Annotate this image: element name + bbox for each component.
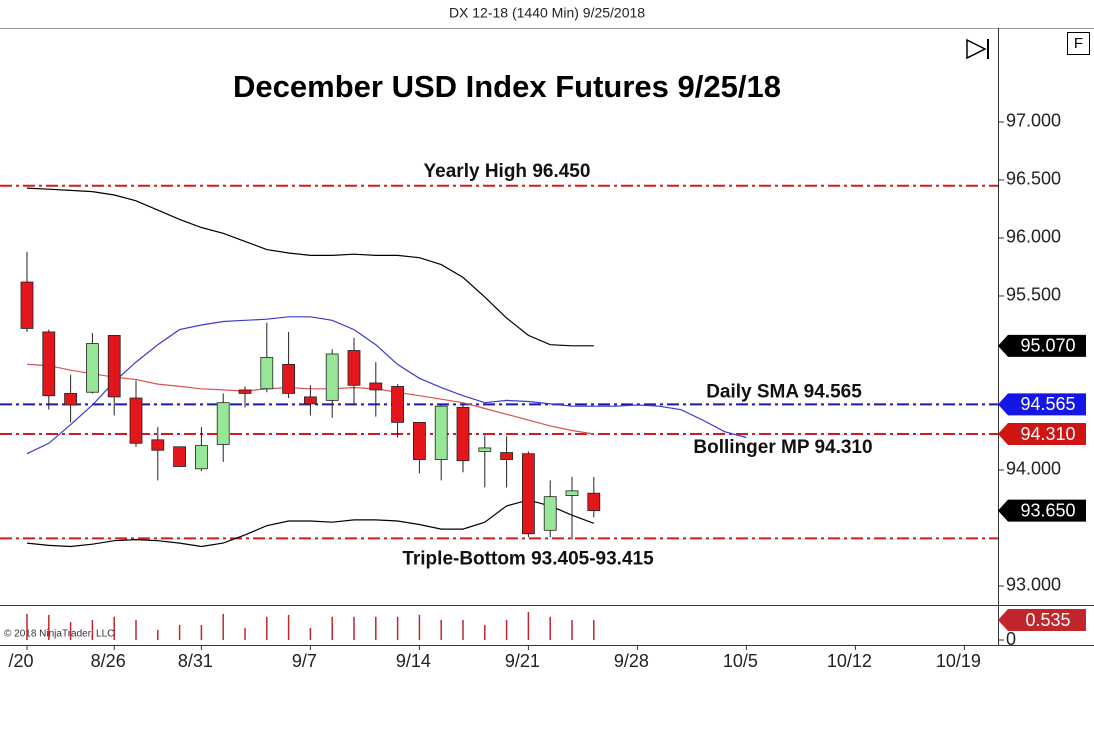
y-tick-label: 95.500: [1006, 285, 1061, 305]
x-tick-label: /20: [8, 651, 33, 671]
x-tick-label: 9/7: [292, 651, 317, 671]
copyright: © 2018 NinjaTrader, LLC: [4, 629, 114, 640]
candle-body: [20, 281, 34, 329]
candle-body: [42, 331, 56, 397]
price-tag-label: 94.310: [1020, 424, 1075, 444]
candle-body: [412, 422, 426, 460]
candle-body: [194, 445, 208, 470]
reference-label: Bollinger MP 94.310: [693, 437, 872, 458]
y-tick-label: 97.000: [1006, 111, 1061, 131]
x-tick-label: 9/14: [396, 651, 431, 671]
y-tick-label: 96.000: [1006, 227, 1061, 247]
price-tag: [998, 499, 1086, 522]
header-title: DX 12-18 (1440 Min) 9/25/2018: [449, 5, 645, 21]
candle-body: [369, 382, 383, 391]
candle-body: [129, 397, 143, 444]
x-tick-label: 10/12: [827, 651, 872, 671]
reference-label: Daily SMA 94.565: [706, 381, 862, 402]
reference-label: Yearly High 96.450: [424, 161, 591, 182]
x-tick-label: 9/21: [505, 651, 540, 671]
candle-body: [522, 453, 535, 535]
x-tick-label: 10/19: [936, 651, 981, 671]
candle-body: [260, 357, 274, 390]
reference-label: Triple-Bottom 93.405-93.415: [402, 548, 654, 569]
candle-body: [391, 386, 405, 423]
x-tick-label: 8/31: [178, 651, 213, 671]
x-tick-label: 10/5: [723, 651, 758, 671]
f-button[interactable]: [1067, 32, 1090, 55]
indicator-line: [26, 499, 595, 548]
price-tag: [998, 423, 1086, 446]
candle-body: [151, 439, 165, 451]
candle-body: [456, 406, 470, 462]
chart-title: December USD Index Futures 9/25/18: [233, 69, 781, 104]
play-icon: [966, 38, 987, 60]
price-tag-label: 94.565: [1020, 394, 1075, 414]
candle-body: [173, 446, 187, 467]
x-tick-label: 9/28: [614, 651, 649, 671]
candle-body: [500, 452, 514, 460]
y-tick-label: 94.000: [1006, 459, 1061, 479]
candle-body: [86, 343, 99, 393]
y-tick-label: 93.000: [1006, 575, 1061, 595]
candle-body: [107, 335, 121, 398]
f-button-label[interactable]: F: [1074, 35, 1083, 52]
scroll-end-icon[interactable]: [966, 38, 989, 60]
price-tag: [998, 334, 1086, 357]
candle-body: [238, 389, 252, 394]
candle-body: [478, 447, 492, 452]
indicator-line: [26, 316, 747, 455]
candle-body: [64, 393, 77, 406]
candle-body: [303, 396, 317, 405]
price-tag: [998, 609, 1086, 632]
candle-body: [565, 490, 579, 496]
x-tick-label: 8/26: [91, 651, 126, 671]
candle-body: [347, 350, 361, 386]
indicator-line: [26, 187, 594, 347]
price-tag-label: 95.070: [1020, 336, 1075, 356]
candle-body: [325, 353, 339, 401]
price-tag-label: 0.535: [1025, 610, 1070, 630]
candle-body: [216, 402, 230, 445]
candle-body: [434, 405, 448, 460]
candle-body: [543, 496, 557, 531]
candle-body: [282, 364, 296, 394]
price-tag: [998, 393, 1086, 416]
volume-tick-label: 0: [1006, 629, 1016, 649]
y-tick-label: 96.500: [1006, 169, 1061, 189]
price-tag-label: 93.650: [1020, 500, 1075, 520]
candle-body: [587, 492, 601, 511]
